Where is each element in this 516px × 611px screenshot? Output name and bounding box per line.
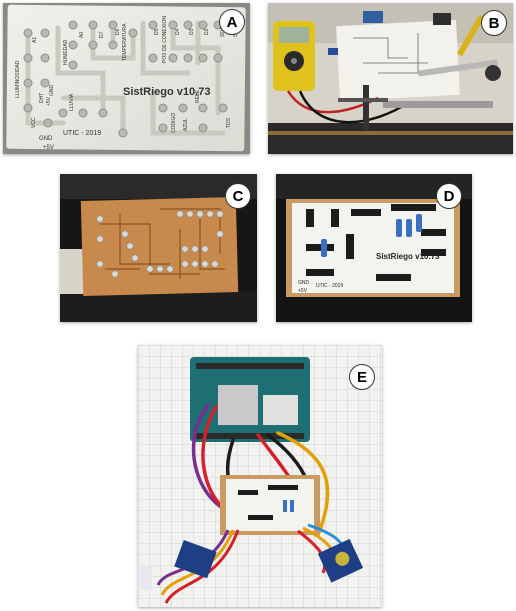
pcb-label: D3 <box>189 28 195 35</box>
prototype-scene <box>138 345 382 607</box>
panel-b-photo: B <box>268 3 513 154</box>
panel-label-c: C <box>225 183 251 209</box>
pcb-layout-print: SistRiego v10.73 UTIC - 2019 LLUMINOSIDA… <box>3 3 250 154</box>
pcb-label: POS DE CONEXION <box>162 16 168 63</box>
pcb-label: GND <box>298 280 310 286</box>
pcb-label: +5V <box>298 288 308 294</box>
pcb-label: LLUMINOSIDAD <box>15 60 21 98</box>
pcb-label: GND <box>49 85 55 97</box>
pcb-label: A1 <box>32 37 38 43</box>
pcb-label: A0 <box>79 32 85 38</box>
panel-label-e: E <box>349 364 375 390</box>
panel-c-photo: C <box>60 174 257 322</box>
pcb-label: D5 <box>154 28 160 35</box>
pcb-title-text: SistRiego v10.73 <box>376 252 440 261</box>
panel-label-b: B <box>481 10 507 36</box>
pcb-label: AZUL <box>183 118 189 131</box>
test-bench-scene <box>268 3 513 154</box>
pcb-label: GND <box>39 136 53 142</box>
pcb-label: TDS <box>226 117 232 128</box>
pcb-label: DHT <box>39 93 45 103</box>
pcb-label: D6 <box>115 28 121 35</box>
sensor-module-icon <box>174 540 217 579</box>
pcb-label: CODIGO <box>171 113 177 133</box>
pcb-label: +5V <box>46 96 52 106</box>
pcb-label: D4 <box>175 28 181 35</box>
pcb-credit-text: UTIC - 2019 <box>316 283 343 289</box>
pcb-label: +5V <box>43 145 54 151</box>
pcb-label: VCC <box>31 117 37 128</box>
pcb-label: LLUVIA <box>69 93 75 111</box>
panel-d-photo: SistRiego v10.73 UTIC - 2019 +5V GND D <box>276 174 472 322</box>
copper-pcb-scene <box>60 174 257 322</box>
pcb-label: D7 <box>99 31 105 38</box>
panel-e-photo: E <box>138 345 382 607</box>
pcb-label: HUMEDAD <box>63 39 69 65</box>
panel-label-d: D <box>436 183 462 209</box>
pcb-title-text: SistRiego v10.73 <box>123 86 210 98</box>
panel-a-photo: SistRiego v10.73 UTIC - 2019 LLUMINOSIDA… <box>3 3 250 154</box>
panel-label-a: A <box>219 9 245 35</box>
pcb-label: RELE <box>195 89 201 103</box>
pcb-label: D2 <box>204 28 210 35</box>
pcb-credit-text: UTIC - 2019 <box>63 130 101 137</box>
pcb-label: TEMPERATURA <box>122 23 128 61</box>
